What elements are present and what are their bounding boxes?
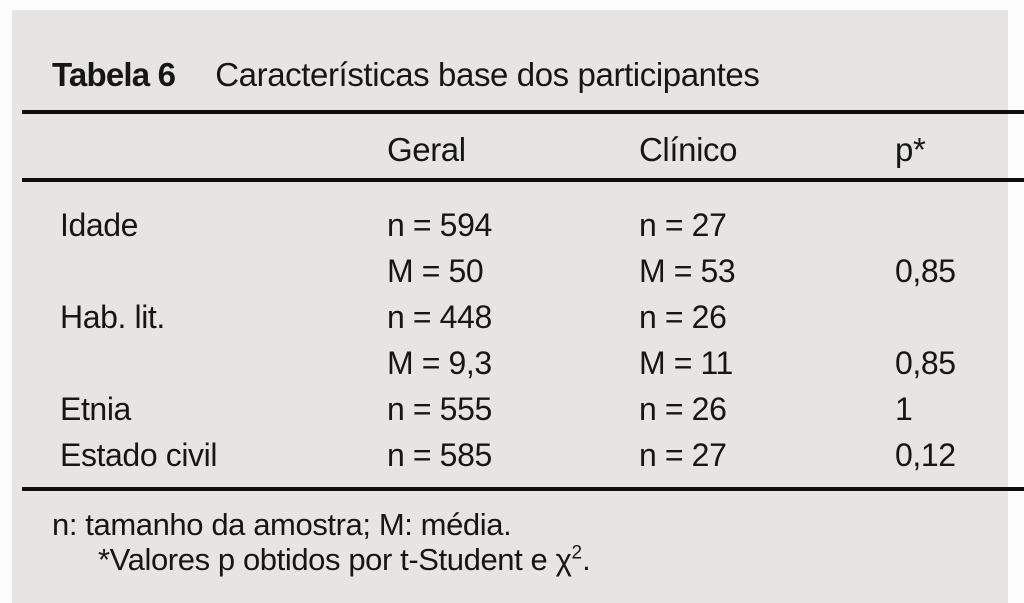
horizontal-rule-top — [22, 110, 1024, 114]
geral-value: n = 594 — [387, 207, 492, 243]
clinico-value: n = 26 — [639, 299, 727, 335]
table-body: Idade n = 594 n = 27 M = 50 M = 53 0,85 … — [12, 202, 1024, 478]
table-row: M = 9,3 M = 11 0,85 — [12, 340, 1024, 386]
clinico-value: n = 26 — [639, 391, 727, 427]
p-value: 0,12 — [895, 437, 956, 473]
table-row: Estado civil n = 585 n = 27 0,12 — [12, 432, 1024, 478]
table-panel: Tabela 6 Características base dos partici… — [12, 10, 1024, 603]
geral-value: n = 585 — [387, 437, 492, 473]
chi-symbol: χ — [555, 542, 572, 577]
horizontal-rule-header — [22, 178, 1024, 182]
row-label: Hab. lit. — [60, 299, 165, 335]
chi-exponent: 2 — [571, 542, 583, 564]
clinico-value: n = 27 — [639, 207, 727, 243]
table-row: Hab. lit. n = 448 n = 26 — [12, 294, 1024, 340]
footnote-p-values: *Valores p obtidos por t-Student e χ2. — [98, 542, 591, 578]
column-header-geral: Geral — [387, 131, 466, 168]
table-row: Etnia n = 555 n = 26 1 — [12, 386, 1024, 432]
table-title-text: Características base dos participantes — [215, 56, 760, 93]
column-header-clinico: Clínico — [639, 131, 738, 168]
footnote-period: . — [582, 542, 591, 577]
table-row: Idade n = 594 n = 27 — [12, 202, 1024, 248]
geral-value: M = 9,3 — [387, 345, 492, 381]
row-label: Idade — [60, 207, 139, 243]
row-label: Etnia — [60, 391, 131, 427]
footnote-p-values-text: *Valores p obtidos por t-Student e — [98, 542, 556, 577]
column-header-p: p* — [895, 131, 926, 168]
table-number: Tabela 6 — [52, 56, 176, 93]
geral-value: n = 448 — [387, 299, 492, 335]
clinico-value: M = 11 — [639, 345, 733, 381]
clinico-value: M = 53 — [639, 253, 736, 289]
p-value: 0,85 — [895, 345, 956, 381]
geral-value: M = 50 — [387, 253, 484, 289]
table-row: M = 50 M = 53 0,85 — [12, 248, 1024, 294]
horizontal-rule-bottom — [22, 487, 1024, 491]
table-caption: Tabela 6 Características base dos partici… — [52, 56, 760, 94]
table-header-row: Geral Clínico p* — [12, 131, 1024, 177]
footnote-abbreviations: n: tamanho da amostra; M: média. — [52, 507, 512, 542]
row-label: Estado civil — [60, 437, 218, 473]
geral-value: n = 555 — [387, 391, 492, 427]
p-value: 1 — [895, 391, 913, 427]
clinico-value: n = 27 — [639, 437, 727, 473]
p-value: 0,85 — [895, 253, 956, 289]
